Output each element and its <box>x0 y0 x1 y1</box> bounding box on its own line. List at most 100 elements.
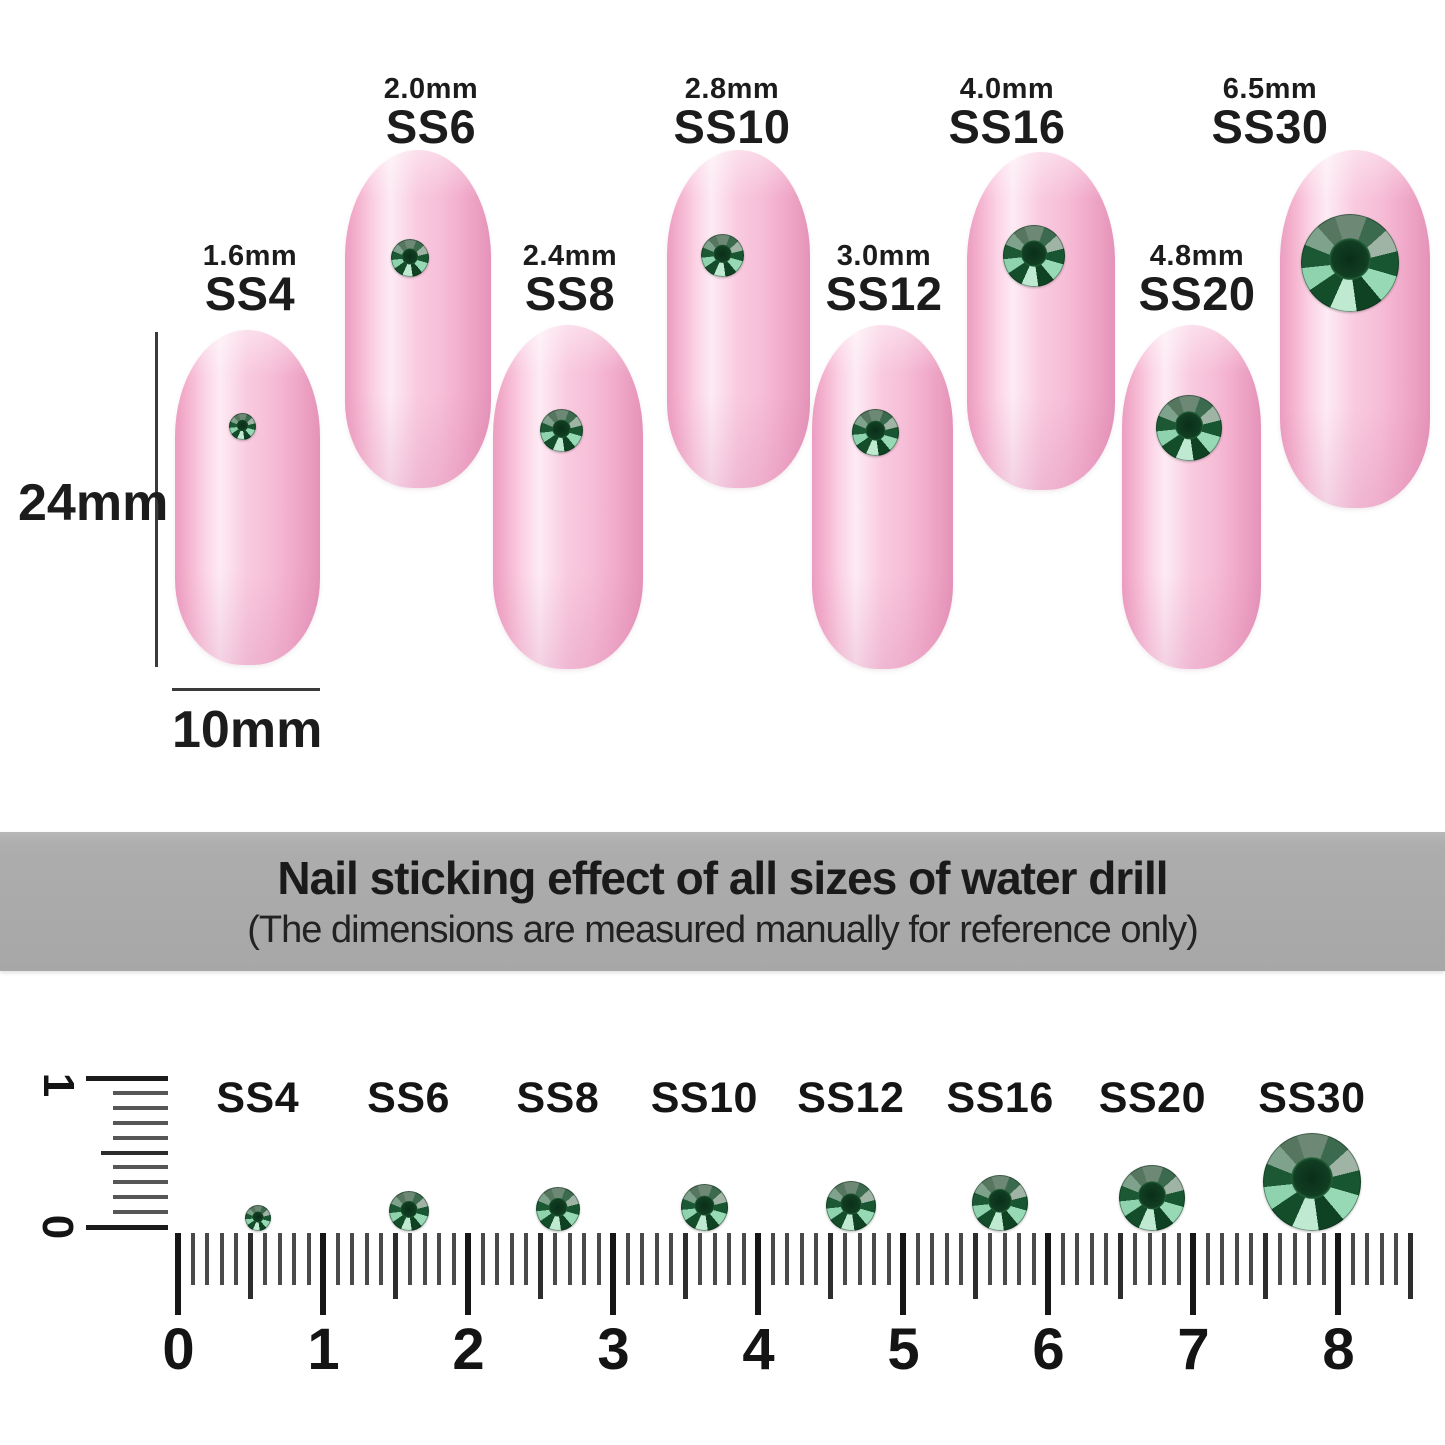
size-ss-label-ss20: SS20 <box>1138 267 1256 320</box>
gem-scale-label-ss12: SS12 <box>797 1074 905 1122</box>
horizontal-ruler-tick <box>1104 1233 1108 1285</box>
gem-scale-ss8 <box>535 1187 580 1231</box>
size-ss-label-ss12: SS12 <box>825 267 943 320</box>
ruler-number-5: 5 <box>887 1317 919 1382</box>
horizontal-ruler-tick <box>944 1233 949 1285</box>
horizontal-ruler-tick <box>1147 1233 1152 1285</box>
horizontal-ruler-tick <box>1394 1233 1398 1285</box>
horizontal-ruler-tick <box>451 1233 456 1285</box>
horizontal-ruler-tick <box>553 1233 557 1285</box>
horizontal-ruler-tick <box>1089 1233 1094 1285</box>
gem-ss10 <box>700 233 744 277</box>
vertical-ruler-tick <box>113 1210 168 1215</box>
horizontal-ruler-tick <box>335 1233 340 1285</box>
horizontal-ruler-tick <box>364 1233 369 1285</box>
horizontal-ruler-tick <box>1335 1233 1341 1315</box>
horizontal-ruler-tick <box>1350 1233 1355 1285</box>
ruler-number-8: 8 <box>1322 1317 1354 1382</box>
horizontal-ruler-tick <box>538 1233 543 1299</box>
horizontal-ruler-tick <box>843 1233 847 1285</box>
size-label-ss10: 2.8mm SS10 <box>674 74 791 151</box>
horizontal-ruler-tick <box>524 1233 528 1285</box>
horizontal-ruler-tick <box>205 1233 209 1285</box>
horizontal-ruler-tick <box>567 1233 572 1285</box>
horizontal-ruler-tick <box>828 1233 833 1299</box>
vertical-ruler-number-1: 1 <box>34 1072 83 1098</box>
horizontal-ruler-tick <box>625 1233 630 1285</box>
horizontal-ruler-tick <box>857 1233 862 1285</box>
horizontal-ruler-tick <box>1379 1233 1384 1285</box>
horizontal-ruler-tick <box>393 1233 398 1299</box>
horizontal-ruler-tick <box>1060 1233 1065 1285</box>
size-mm-label-ss6: 2.0mm <box>383 73 479 105</box>
nail-ss16 <box>967 152 1115 490</box>
nail-ss8 <box>493 325 643 669</box>
size-label-ss6: 2.0mm SS6 <box>383 73 479 151</box>
horizontal-ruler-tick <box>814 1233 818 1285</box>
vertical-ruler-tick <box>113 1195 168 1200</box>
horizontal-ruler-tick <box>1045 1233 1051 1315</box>
horizontal-ruler-tick <box>495 1233 499 1285</box>
horizontal-ruler-tick <box>1002 1233 1007 1285</box>
horizontal-ruler-tick <box>582 1233 586 1285</box>
width-measure-label: 10mm <box>172 701 323 759</box>
horizontal-ruler-tick <box>669 1233 673 1285</box>
vertical-ruler-tick <box>113 1090 168 1095</box>
horizontal-ruler-tick <box>437 1233 441 1285</box>
ruler-number-1: 1 <box>307 1317 339 1382</box>
size-label-ss16: 4.0mm SS16 <box>948 74 1066 153</box>
horizontal-ruler-tick <box>190 1233 195 1285</box>
horizontal-ruler-tick <box>306 1233 311 1285</box>
horizontal-ruler-tick <box>683 1233 688 1299</box>
nail-ss30 <box>1280 150 1430 508</box>
length-measure-line <box>155 332 158 667</box>
horizontal-ruler-tick <box>219 1233 224 1285</box>
horizontal-ruler-tick <box>1263 1233 1268 1299</box>
size-ss-label-ss8: SS8 <box>524 267 616 320</box>
size-ss-label-ss30: SS30 <box>1211 100 1329 153</box>
gem-scale-ss10 <box>680 1184 728 1231</box>
horizontal-ruler-tick <box>640 1233 644 1285</box>
horizontal-ruler-tick <box>1133 1233 1137 1285</box>
horizontal-ruler-tick <box>175 1233 181 1315</box>
gem-ss30 <box>1301 214 1399 312</box>
horizontal-ruler-tick <box>930 1233 934 1285</box>
banner-title: Nail sticking effect of all sizes of wat… <box>277 852 1168 904</box>
gem-ss8 <box>539 408 583 452</box>
vertical-ruler-tick <box>101 1150 168 1155</box>
horizontal-ruler-tick <box>959 1233 963 1285</box>
horizontal-ruler-tick <box>799 1233 804 1285</box>
size-ss-label-ss4: SS4 <box>204 267 296 320</box>
horizontal-ruler-tick <box>610 1233 616 1315</box>
vertical-ruler-tick <box>113 1135 168 1140</box>
gem-ss4 <box>228 412 256 440</box>
ruler-number-2: 2 <box>452 1317 484 1382</box>
banner: Nail sticking effect of all sizes of wat… <box>0 832 1445 971</box>
size-label-ss30: 6.5mm SS30 <box>1211 74 1329 153</box>
horizontal-ruler-tick <box>727 1233 731 1285</box>
gem-scale-ss12 <box>825 1181 876 1231</box>
horizontal-ruler-tick <box>698 1233 702 1285</box>
nail-ss4 <box>175 330 320 665</box>
gem-ss20 <box>1156 395 1222 461</box>
horizontal-ruler-tick <box>1205 1233 1210 1285</box>
gem-scale-label-ss6: SS6 <box>367 1074 450 1122</box>
ruler-number-0: 0 <box>162 1317 194 1382</box>
vertical-ruler-tick <box>113 1180 168 1185</box>
nail-ss10 <box>667 150 810 488</box>
gem-scale-label-ss4: SS4 <box>216 1074 300 1122</box>
horizontal-ruler-tick <box>915 1233 920 1285</box>
horizontal-ruler-tick <box>712 1233 717 1285</box>
horizontal-ruler-tick <box>973 1233 978 1299</box>
horizontal-ruler-tick <box>1408 1233 1413 1299</box>
horizontal-ruler-tick <box>379 1233 383 1285</box>
ruler-number-6: 6 <box>1032 1317 1064 1382</box>
gem-scale-ss16 <box>972 1175 1029 1231</box>
horizontal-ruler-tick <box>872 1233 876 1285</box>
size-label-ss4: 1.6mm SS4 <box>202 240 298 320</box>
size-ss-label-ss16: SS16 <box>948 100 1066 153</box>
horizontal-ruler-tick <box>1017 1233 1021 1285</box>
nail-ss6 <box>345 150 491 488</box>
size-mm-label-ss4: 1.6mm <box>202 240 298 272</box>
vertical-ruler-number-0: 0 <box>33 1214 82 1240</box>
